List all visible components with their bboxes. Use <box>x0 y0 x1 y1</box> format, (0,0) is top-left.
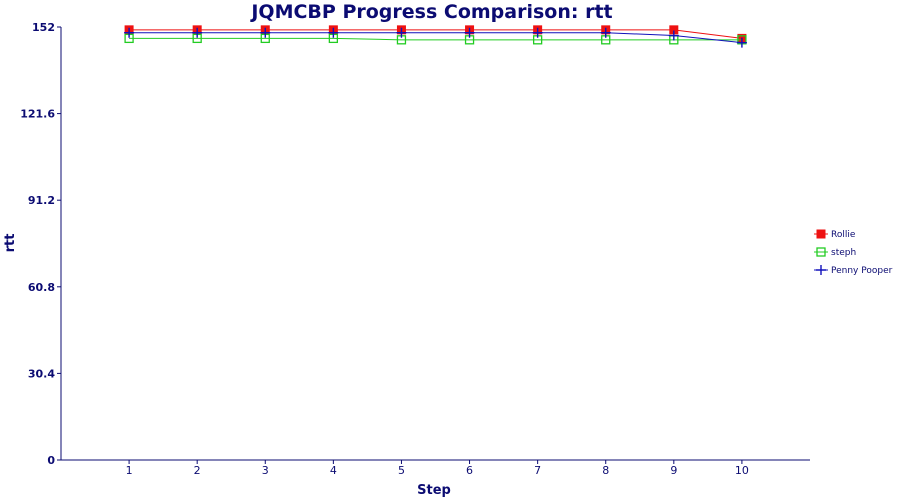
series-2 <box>124 27 747 48</box>
series-1 <box>124 33 747 45</box>
x-tick-label: 1 <box>126 464 133 477</box>
data-point <box>464 27 475 38</box>
data-point <box>816 229 826 239</box>
data-point <box>260 27 271 38</box>
x-tick-label: 8 <box>602 464 609 477</box>
x-tick-label: 2 <box>194 464 201 477</box>
x-tick-label: 6 <box>466 464 473 477</box>
x-tick-label: 9 <box>670 464 677 477</box>
legend-item: steph <box>814 247 856 258</box>
y-tick-label: 91.2 <box>28 194 55 207</box>
data-point <box>532 27 543 38</box>
x-tick-label: 5 <box>398 464 405 477</box>
x-tick-label: 7 <box>534 464 541 477</box>
legend-item: Penny Pooper <box>814 265 893 276</box>
y-tick-label: 152 <box>32 21 55 34</box>
series-line <box>129 29 742 39</box>
y-tick-label: 121.6 <box>20 108 55 121</box>
data-point <box>396 27 407 38</box>
legend-item: Rollie <box>814 229 856 240</box>
x-tick-label: 3 <box>262 464 269 477</box>
y-tick-label: 60.8 <box>28 281 55 294</box>
x-tick-label: 4 <box>330 464 337 477</box>
data-point <box>600 27 611 38</box>
data-point <box>124 27 135 38</box>
legend: Rollie steph Penny Pooper <box>814 229 893 276</box>
legend-label: steph <box>831 248 856 258</box>
y-tick-label: 30.4 <box>28 367 55 380</box>
x-ticks: 1 2 3 4 5 6 7 8 9 10 <box>126 460 749 477</box>
data-point <box>328 27 339 38</box>
data-point <box>816 265 826 275</box>
y-axis-title: rtt <box>3 234 18 253</box>
chart-title: JQMCBP Progress Comparison: rtt <box>249 1 612 23</box>
series-line <box>129 32 742 44</box>
series-layer <box>124 25 747 48</box>
data-point <box>669 25 679 35</box>
legend-label: Rollie <box>831 230 856 240</box>
y-tick-label: 0 <box>47 454 55 467</box>
data-point <box>192 27 203 38</box>
legend-label: Penny Pooper <box>831 266 893 276</box>
series-line <box>129 37 742 41</box>
data-point <box>736 37 747 48</box>
x-tick-label: 10 <box>735 464 749 477</box>
data-point <box>816 247 826 257</box>
data-point <box>668 30 679 41</box>
y-ticks: 0 30.4 60.8 91.2 121.6 152 <box>20 21 61 467</box>
x-axis-title: Step <box>417 483 451 498</box>
